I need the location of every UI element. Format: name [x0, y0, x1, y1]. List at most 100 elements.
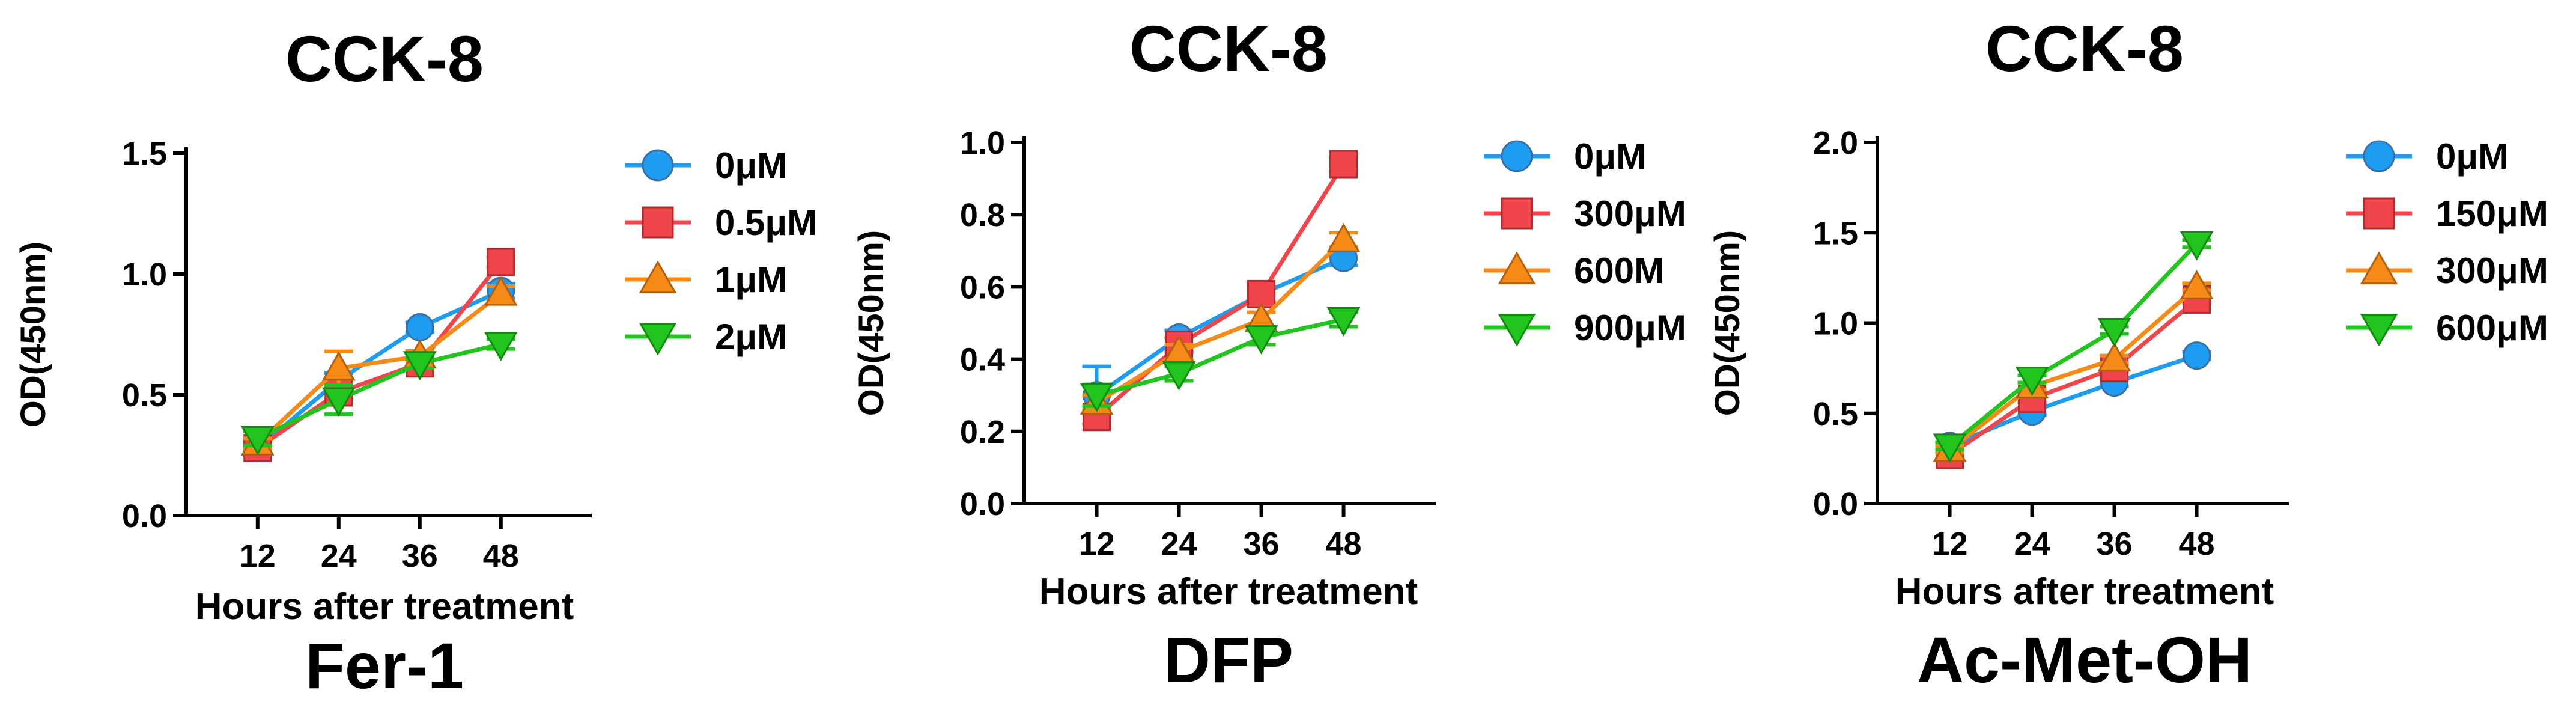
x-tick-label: 12: [240, 538, 276, 574]
series-line: [1096, 317, 1344, 398]
data-point: [2015, 367, 2049, 396]
y-tick-label: 0.4: [960, 342, 1005, 378]
y-tick-label: 0.6: [960, 269, 1005, 305]
series-line: [1948, 298, 2198, 457]
y-tick-label: 0.5: [122, 377, 167, 413]
legend-label: 2μM: [715, 317, 787, 357]
legend-item: 600μM: [2346, 308, 2548, 348]
y-tick-label: 0.0: [1813, 486, 1858, 522]
legend-item: 900μM: [1484, 308, 1686, 348]
x-axis-label: Hours after treatment: [1039, 571, 1418, 612]
legend-marker: [642, 149, 674, 182]
legend-marker: [1501, 197, 1533, 230]
y-tick-label: 0.2: [960, 414, 1005, 450]
legend-label: 0μM: [1574, 136, 1646, 177]
data-point: [321, 387, 356, 417]
legend-item: 0.5μM: [625, 203, 817, 243]
y-tick-label: 0.5: [1813, 396, 1858, 432]
y-axis-label: OD(450nm): [14, 242, 53, 427]
series-line: [1948, 242, 2199, 448]
chart-title: CCK-8: [1985, 12, 2184, 85]
data-point: [487, 248, 515, 276]
data-point: [1326, 307, 1361, 337]
data-point: [2097, 318, 2131, 347]
data-point: [402, 351, 437, 381]
data-point: [2097, 342, 2131, 372]
legend-label: 300μM: [1574, 194, 1686, 234]
data-point: [2180, 270, 2214, 299]
series-line: [257, 342, 502, 441]
data-point: [2183, 341, 2211, 370]
y-axis-label: OD(450nm): [852, 230, 891, 416]
legend-item: 0μM: [2346, 136, 2508, 177]
series-line: [1095, 238, 1345, 404]
chart-subtitle: DFP: [1164, 623, 1293, 696]
legend-label: 600M: [1574, 251, 1664, 291]
series-4: [240, 332, 518, 456]
legend-marker: [2363, 197, 2395, 230]
data-point: [484, 332, 518, 361]
y-tick-label: 1.0: [960, 125, 1005, 161]
legend-label: 600μM: [2436, 308, 2548, 348]
y-tick-label: 2.0: [1813, 125, 1858, 161]
x-tick-label: 36: [402, 538, 438, 574]
legend-label: 900μM: [1574, 308, 1686, 348]
legend-marker: [2360, 251, 2398, 285]
legend: 0μM 150μM 300μM 600μM: [2346, 136, 2548, 348]
data-point: [321, 351, 356, 381]
data-point: [1080, 383, 1114, 413]
legend-item: 2μM: [625, 317, 787, 357]
data-point: [1162, 361, 1196, 391]
legend-label: 1μM: [715, 260, 787, 300]
legend: 0μM 0.5μM 1μM 2μM: [625, 145, 817, 357]
data-point: [406, 313, 434, 341]
series-1: [1935, 341, 2211, 460]
series-line: [256, 291, 502, 445]
data-point: [1933, 433, 1967, 463]
series-line: [1095, 256, 1344, 397]
legend-marker: [1501, 140, 1533, 172]
x-tick-label: 24: [2014, 526, 2050, 562]
x-tick-label: 48: [483, 538, 519, 574]
chart-panel-3: CCK-8 0.0 0.5 1.0 1.5 2.0 12 24 36 48 Hours after …: [1708, 12, 2548, 696]
chart-panel-2: CCK-8 0.0 0.2 0.4 0.6 0.8 1.0 12 24 36 48 Hours aft…: [852, 12, 1686, 696]
x-tick-label: 36: [1244, 526, 1280, 562]
chart-subtitle: Ac-Met-OH: [1917, 623, 2252, 696]
legend-item: 1μM: [625, 260, 787, 300]
y-axis-label: OD(450nm): [1708, 230, 1747, 416]
x-tick-label: 48: [1326, 526, 1362, 562]
chart-title: CCK-8: [1129, 12, 1328, 85]
data-point: [1326, 222, 1361, 252]
y-tick-label: 0.0: [960, 486, 1005, 522]
x-tick-label: 36: [2097, 526, 2133, 562]
series-4: [1080, 307, 1361, 413]
data-point: [1329, 150, 1358, 178]
legend-item: 0μM: [1484, 136, 1646, 177]
x-tick-label: 12: [1079, 526, 1115, 562]
series-4: [1933, 231, 2214, 463]
series-line: [1949, 353, 2198, 448]
chart-subtitle: Fer-1: [305, 629, 464, 702]
legend-item: 300μM: [1484, 194, 1686, 234]
legend-label: 0μM: [2436, 136, 2508, 177]
x-tick-label: 12: [1932, 526, 1968, 562]
series-line: [1948, 285, 2198, 451]
legend-marker: [2360, 313, 2398, 347]
legend-label: 150μM: [2436, 194, 2548, 234]
x-axis-label: Hours after treatment: [1895, 571, 2274, 612]
legend-item: 300μM: [2346, 251, 2548, 291]
x-axis-label: Hours after treatment: [195, 586, 574, 627]
legend-label: 0.5μM: [715, 203, 817, 243]
legend-item: 150μM: [2346, 194, 2548, 234]
legend-label: 300μM: [2436, 251, 2548, 291]
data-point: [484, 276, 518, 306]
legend-label: 0μM: [715, 145, 787, 186]
legend-item: 0μM: [625, 145, 787, 186]
x-tick-label: 24: [1161, 526, 1197, 562]
series-2: [1935, 285, 2211, 469]
y-tick-label: 1.0: [1813, 306, 1858, 342]
legend-marker: [639, 322, 677, 356]
chart-title: CCK-8: [285, 22, 484, 95]
x-tick-label: 48: [2179, 526, 2215, 562]
